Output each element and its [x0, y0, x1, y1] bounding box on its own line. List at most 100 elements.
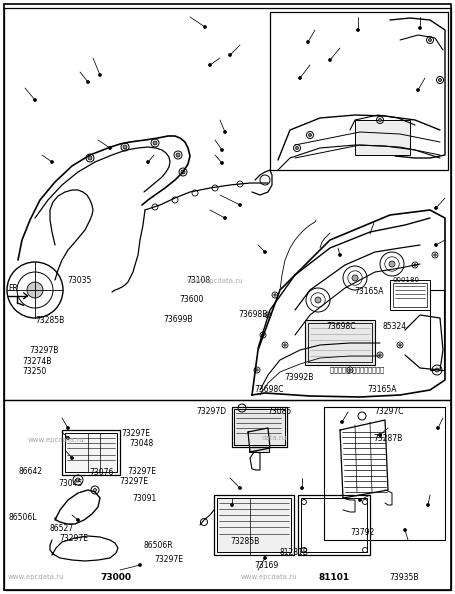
Bar [249, 430, 269, 452]
Text: 86527: 86527 [49, 523, 73, 533]
Circle shape [71, 457, 74, 460]
Bar [393, 283, 427, 307]
Circle shape [315, 297, 321, 303]
Circle shape [208, 64, 212, 67]
Circle shape [329, 58, 332, 62]
Circle shape [379, 354, 381, 356]
Circle shape [86, 81, 90, 84]
Text: 73169: 73169 [254, 561, 278, 570]
Bar [430, 290, 444, 370]
Bar [232, 407, 287, 447]
Circle shape [256, 369, 258, 371]
Text: www.epcdata.ru: www.epcdata.ru [241, 574, 298, 580]
Bar [390, 280, 430, 310]
Text: 73792: 73792 [350, 527, 374, 537]
Circle shape [238, 204, 242, 207]
Circle shape [176, 153, 180, 157]
Bar [324, 407, 445, 540]
Circle shape [416, 89, 420, 91]
Circle shape [435, 368, 439, 372]
Circle shape [221, 148, 223, 151]
Circle shape [404, 529, 406, 532]
Text: 85324: 85324 [382, 322, 406, 331]
Bar [355, 120, 410, 155]
Circle shape [147, 160, 150, 163]
Circle shape [308, 134, 312, 137]
Circle shape [123, 145, 127, 149]
Text: 81281B: 81281B [279, 548, 308, 557]
Text: 73165A: 73165A [354, 286, 384, 296]
Text: 73297E: 73297E [155, 555, 184, 564]
Text: FR: FR [8, 284, 18, 293]
Text: 73000: 73000 [100, 573, 131, 582]
Circle shape [435, 244, 438, 247]
Text: 86506L: 86506L [8, 513, 37, 523]
Circle shape [27, 282, 43, 298]
Circle shape [298, 77, 302, 80]
Text: 81101: 81101 [318, 573, 349, 582]
Circle shape [379, 434, 381, 437]
Text: 73297C: 73297C [374, 407, 404, 416]
Circle shape [295, 147, 298, 150]
Circle shape [379, 118, 381, 122]
Circle shape [93, 488, 96, 491]
Circle shape [349, 369, 351, 371]
Circle shape [76, 478, 80, 482]
Text: 000180: 000180 [392, 277, 419, 283]
Text: 73085: 73085 [268, 407, 292, 416]
Bar [4, 400, 451, 590]
Text: 73035: 73035 [67, 276, 92, 286]
Bar [234, 409, 285, 445]
Bar [301, 498, 367, 552]
Circle shape [98, 74, 101, 77]
Circle shape [434, 254, 436, 256]
Circle shape [181, 170, 185, 174]
Circle shape [238, 486, 242, 489]
Text: 73091: 73091 [132, 494, 156, 504]
Text: data.ru: data.ru [261, 435, 286, 441]
Circle shape [262, 334, 264, 336]
Bar [305, 320, 375, 365]
Text: 73698C: 73698C [327, 322, 356, 331]
Circle shape [221, 162, 223, 165]
Bar [217, 498, 291, 552]
Text: www.epcdata.ru: www.epcdata.ru [27, 437, 84, 443]
Circle shape [340, 421, 344, 424]
Text: 73698B: 73698B [238, 310, 268, 320]
Circle shape [399, 344, 401, 346]
Circle shape [300, 486, 303, 489]
Circle shape [66, 426, 70, 429]
Circle shape [352, 275, 358, 281]
Text: 73297E: 73297E [119, 476, 148, 486]
Bar [298, 495, 370, 555]
Circle shape [51, 160, 54, 163]
Circle shape [357, 29, 359, 31]
Bar [308, 323, 372, 362]
Text: 86642: 86642 [18, 466, 42, 476]
Text: 73287B: 73287B [373, 434, 402, 443]
Circle shape [435, 207, 438, 210]
Bar [62, 430, 120, 475]
Circle shape [339, 254, 342, 257]
Circle shape [76, 519, 80, 522]
Circle shape [389, 261, 395, 267]
Text: 73045: 73045 [58, 479, 83, 488]
Text: 73048: 73048 [129, 438, 153, 448]
Text: 73297E: 73297E [121, 428, 150, 438]
Circle shape [138, 564, 142, 567]
Text: 73297E: 73297E [59, 534, 88, 544]
Circle shape [307, 40, 309, 43]
Text: www.epcdata.ru: www.epcdata.ru [187, 278, 243, 284]
Text: 73274B: 73274B [22, 356, 51, 366]
Text: オーディオ ユニークパネル付: オーディオ ユニークパネル付 [330, 366, 384, 373]
Circle shape [284, 344, 286, 346]
Circle shape [223, 216, 227, 220]
Circle shape [439, 78, 441, 81]
Text: 73698C: 73698C [254, 385, 283, 394]
Text: 73699B: 73699B [164, 315, 193, 324]
Circle shape [429, 39, 431, 42]
Circle shape [153, 141, 157, 145]
Text: 86506R: 86506R [144, 541, 173, 551]
Text: 73297D: 73297D [197, 407, 227, 416]
Circle shape [223, 131, 227, 134]
